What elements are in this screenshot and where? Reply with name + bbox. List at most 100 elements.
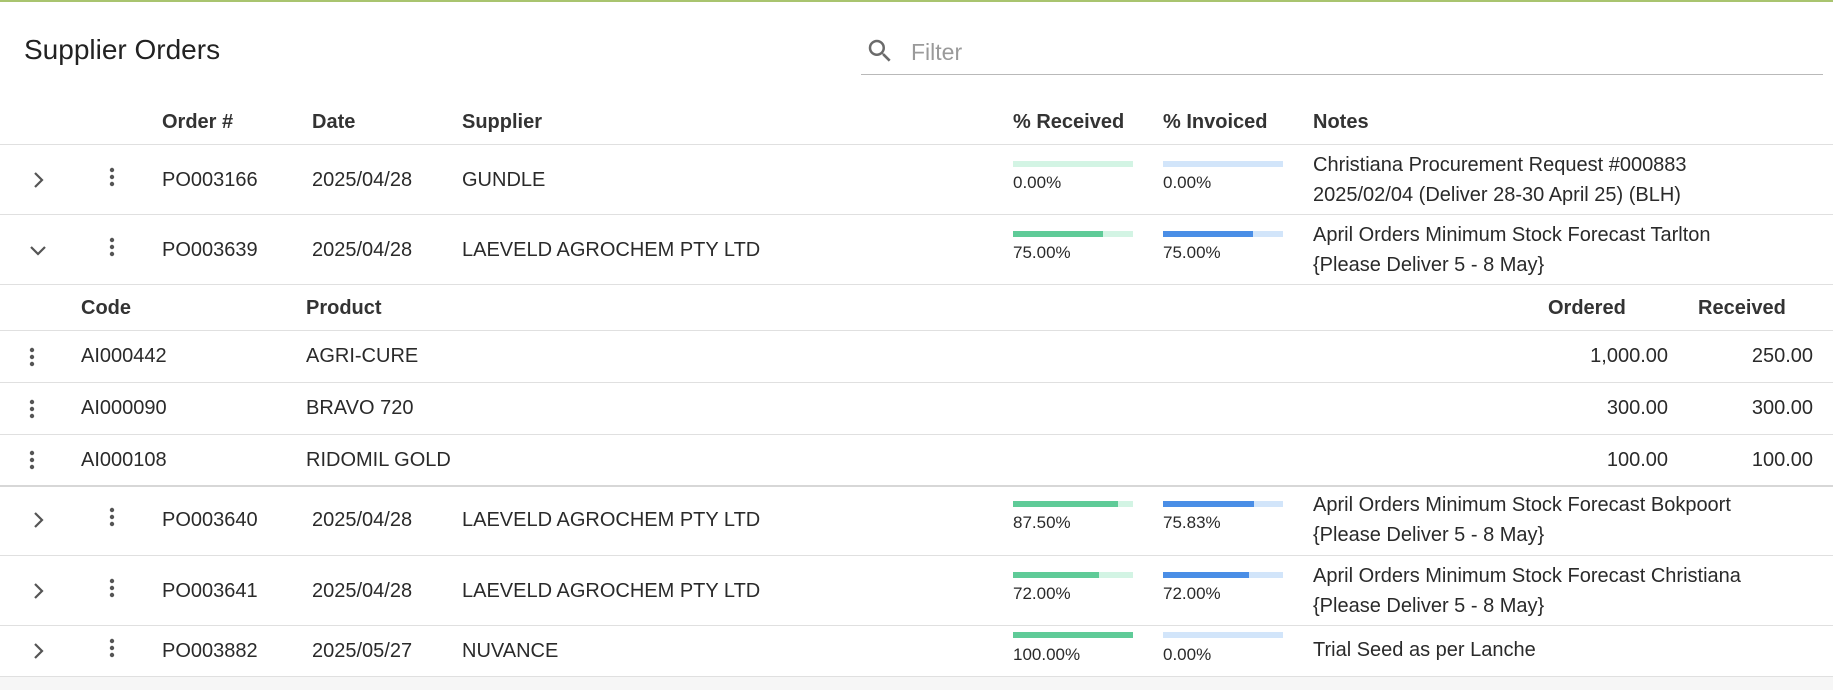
invoiced-progress-fill (1163, 231, 1253, 237)
order-notes: April Orders Minimum Stock Forecast Bokp… (1313, 490, 1731, 550)
received-percent: 72.00% (1013, 584, 1071, 603)
notes-line: April Orders Minimum Stock Forecast Chri… (1313, 565, 1741, 587)
order-number[interactable]: PO003882 (162, 640, 258, 662)
line-header-divider (0, 330, 1833, 331)
invoiced-progress-bar (1163, 501, 1283, 507)
row-divider (0, 434, 1833, 435)
line-received: 300.00 (1751, 397, 1813, 419)
received-progress-bar (1013, 501, 1133, 507)
chevron-right-icon[interactable] (26, 168, 50, 192)
invoiced-percent: 75.00% (1163, 243, 1221, 262)
line-item-row[interactable]: AI000442 AGRI-CURE 1,000.00 250.00 (0, 331, 1833, 383)
chevron-right-icon[interactable] (26, 639, 50, 663)
expanded-section-border (0, 485, 1833, 487)
invoiced-progress-fill (1163, 572, 1250, 578)
line-ordered: 1,000.00 (1590, 345, 1668, 367)
received-progress-bar (1013, 231, 1133, 237)
received-progress-bar (1013, 161, 1133, 167)
line-header-ordered[interactable]: Ordered (1548, 297, 1626, 319)
received-percent: 87.50% (1013, 513, 1071, 532)
notes-line: 2025/02/04 (Deliver 28-30 April 25) (BLH… (1313, 184, 1681, 206)
received-progress-fill (1013, 231, 1103, 237)
notes-line: April Orders Minimum Stock Forecast Bokp… (1313, 494, 1731, 516)
order-supplier: LAEVELD AGROCHEM PTY LTD (462, 239, 761, 261)
column-header-date[interactable]: Date (312, 111, 356, 133)
column-header-received[interactable]: % Received (1013, 111, 1125, 133)
filter-box (861, 30, 1823, 75)
order-notes: April Orders Minimum Stock Forecast Chri… (1313, 561, 1741, 621)
received-percent: 75.00% (1013, 243, 1071, 262)
notes-line: April Orders Minimum Stock Forecast Tarl… (1313, 224, 1711, 246)
invoiced-progress-bar (1163, 231, 1283, 237)
line-item-row[interactable]: AI000090 BRAVO 720 300.00 300.00 (0, 383, 1833, 435)
more-vert-icon[interactable] (100, 636, 124, 660)
order-number[interactable]: PO003166 (162, 169, 258, 191)
order-number[interactable]: PO003641 (162, 580, 258, 602)
chevron-down-icon[interactable] (26, 238, 50, 262)
order-date: 2025/04/28 (312, 580, 413, 602)
order-notes: Christiana Procurement Request #000883 2… (1313, 150, 1687, 210)
order-notes: Trial Seed as per Lanche (1313, 635, 1536, 665)
line-item-row[interactable]: AI000108 RIDOMIL GOLD 100.00 100.00 (0, 435, 1833, 485)
more-vert-icon[interactable] (20, 345, 44, 369)
line-received: 100.00 (1751, 449, 1813, 471)
received-progress-bar (1013, 632, 1133, 638)
line-header-product[interactable]: Product (306, 297, 382, 319)
received-percent: 100.00% (1013, 645, 1081, 664)
invoiced-percent: 0.00% (1163, 173, 1212, 192)
more-vert-icon[interactable] (20, 397, 44, 421)
order-row[interactable]: PO003166 2025/04/28 GUNDLE 0.00% 0.00% C… (0, 145, 1833, 215)
row-divider (0, 555, 1833, 556)
order-row-expanded[interactable]: PO003639 2025/04/28 LAEVELD AGROCHEM PTY… (0, 215, 1833, 285)
row-divider (0, 284, 1833, 285)
row-divider (0, 214, 1833, 215)
filter-input[interactable] (909, 36, 1813, 68)
order-number[interactable]: PO003639 (162, 239, 258, 261)
notes-line: Trial Seed as per Lanche (1313, 639, 1536, 661)
more-vert-icon[interactable] (100, 235, 124, 259)
column-header-notes[interactable]: Notes (1313, 111, 1369, 133)
received-progress-fill (1013, 572, 1100, 578)
more-vert-icon[interactable] (20, 448, 44, 472)
invoiced-progress-fill (1163, 501, 1254, 507)
notes-line: {Please Deliver 5 - 8 May} (1313, 524, 1545, 546)
order-number[interactable]: PO003640 (162, 509, 258, 531)
header-divider (0, 144, 1833, 145)
more-vert-icon[interactable] (100, 576, 124, 600)
received-percent: 0.00% (1013, 173, 1062, 192)
order-date: 2025/04/28 (312, 509, 413, 531)
more-vert-icon[interactable] (100, 165, 124, 189)
order-row[interactable]: PO003882 2025/05/27 NUVANCE 100.00% 0.00… (0, 626, 1833, 676)
line-code: AI000108 (81, 449, 167, 471)
row-divider (0, 382, 1833, 383)
top-accent-line (0, 0, 1833, 2)
order-notes: April Orders Minimum Stock Forecast Tarl… (1313, 220, 1711, 280)
row-divider (0, 676, 1833, 677)
more-vert-icon[interactable] (100, 505, 124, 529)
column-header-order[interactable]: Order # (162, 111, 234, 133)
line-ordered: 100.00 (1606, 449, 1668, 471)
search-icon (868, 39, 891, 62)
invoiced-percent: 0.00% (1163, 645, 1212, 664)
line-product: BRAVO 720 (306, 397, 414, 419)
chevron-right-icon[interactable] (26, 579, 50, 603)
notes-line: {Please Deliver 5 - 8 May} (1313, 254, 1545, 276)
order-row[interactable]: PO003641 2025/04/28 LAEVELD AGROCHEM PTY… (0, 556, 1833, 626)
line-header-received[interactable]: Received (1698, 297, 1786, 319)
received-progress-fill (1013, 632, 1133, 638)
invoiced-progress-bar (1163, 161, 1283, 167)
column-header-invoiced[interactable]: % Invoiced (1163, 111, 1268, 133)
chevron-right-icon[interactable] (26, 508, 50, 532)
column-header-supplier[interactable]: Supplier (462, 111, 543, 133)
line-ordered: 300.00 (1606, 397, 1668, 419)
line-code: AI000090 (81, 397, 167, 419)
order-row[interactable]: PO003640 2025/04/28 LAEVELD AGROCHEM PTY… (0, 487, 1833, 555)
invoiced-progress-bar (1163, 572, 1283, 578)
notes-line: Christiana Procurement Request #000883 (1313, 154, 1687, 176)
page-title: Supplier Orders (24, 34, 221, 65)
order-supplier: LAEVELD AGROCHEM PTY LTD (462, 509, 761, 531)
line-code: AI000442 (81, 345, 167, 367)
line-header-code[interactable]: Code (81, 297, 131, 319)
row-divider (0, 625, 1833, 626)
